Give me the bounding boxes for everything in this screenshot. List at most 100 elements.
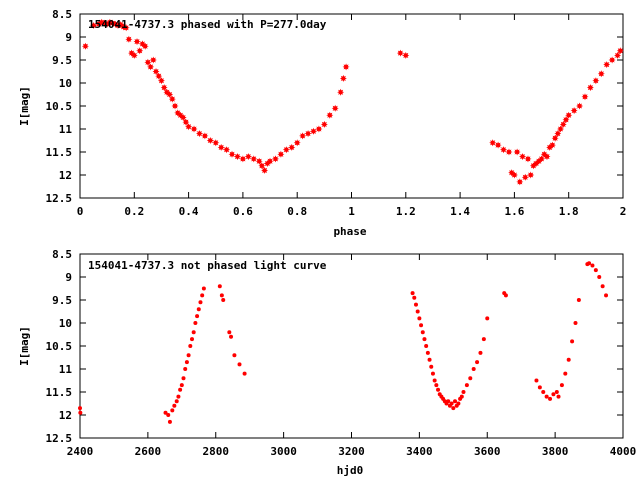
data-point: [196, 130, 203, 138]
y-tick-label: 11: [59, 363, 73, 376]
data-point: [557, 125, 565, 133]
data-point: [250, 155, 258, 163]
data-point: [565, 111, 573, 119]
data-point: [168, 95, 176, 103]
data-points: [81, 18, 624, 186]
data-point: [417, 316, 422, 321]
data-point: [221, 298, 226, 302]
data-point: [266, 157, 274, 165]
data-point: [331, 104, 339, 112]
data-point: [446, 399, 451, 404]
data-point: [122, 24, 130, 32]
data-point: [258, 162, 266, 170]
data-point: [510, 171, 518, 179]
x-tick-label: 2800: [203, 445, 230, 458]
data-point: [201, 132, 209, 140]
data-point: [304, 130, 312, 138]
plot-frame: [79, 253, 624, 439]
y-tick-label: 12: [59, 409, 72, 422]
data-point: [147, 63, 155, 71]
data-point: [608, 56, 616, 64]
data-point: [212, 139, 220, 147]
y-axis-label: I[mag]: [18, 86, 31, 126]
data-point: [310, 127, 317, 135]
data-point: [167, 419, 172, 424]
x-tick-label: 3600: [474, 445, 501, 458]
data-point: [78, 410, 83, 415]
data-point: [449, 401, 454, 406]
y-tick-label: 12.5: [46, 192, 73, 205]
x-tick-label: 1: [348, 205, 355, 218]
data-point: [419, 323, 424, 328]
data-point: [166, 413, 171, 417]
data-point: [519, 153, 526, 161]
data-point: [456, 401, 461, 406]
data-point: [186, 353, 191, 358]
data-point: [415, 309, 420, 314]
data-point: [239, 155, 247, 163]
x-tick-label: 0: [77, 205, 84, 218]
data-point: [78, 406, 82, 411]
data-point: [570, 339, 575, 344]
data-point: [277, 150, 285, 158]
data-point: [424, 344, 429, 348]
x-tick-label: 0.2: [124, 205, 144, 218]
data-point: [556, 394, 561, 399]
chart-title: 154041-4737.3 not phased light curve: [88, 259, 327, 272]
data-point: [191, 330, 196, 335]
data-point: [554, 390, 559, 394]
x-tick-label: 1.6: [504, 205, 524, 218]
y-axis: 8.5 9 9.5 10 10.5 11 11.5 12 12.5: [46, 8, 623, 205]
data-point: [464, 383, 469, 388]
data-point: [190, 125, 198, 133]
y-axis-label: I[mag]: [18, 326, 31, 366]
data-point: [434, 383, 439, 388]
data-point: [200, 293, 205, 298]
data-point: [184, 360, 189, 365]
data-point: [559, 383, 564, 388]
data-point: [193, 321, 198, 325]
data-point: [237, 362, 242, 367]
y-tick-label: 10: [59, 317, 72, 330]
data-point: [548, 396, 553, 401]
data-point: [160, 84, 168, 92]
unphased-light-curve-panel: 8.5 9 9.5 10 10.5 11 11.5 12 12.5 2400 2600 2800 30…: [18, 248, 636, 477]
data-point: [195, 314, 200, 319]
data-point: [196, 307, 201, 312]
x-tick-label: 0.6: [233, 205, 253, 218]
data-point: [228, 150, 236, 158]
data-point: [412, 295, 417, 300]
x-tick-label: 3800: [542, 445, 569, 458]
x-tick-label: 1.8: [559, 205, 579, 218]
data-point: [181, 376, 186, 381]
data-point: [468, 376, 473, 381]
data-point: [500, 146, 507, 154]
data-point: [453, 399, 458, 404]
data-point: [136, 47, 144, 55]
data-point: [244, 153, 252, 161]
y-tick-label: 8.5: [52, 8, 72, 21]
data-point: [141, 42, 149, 50]
data-point: [616, 47, 624, 55]
data-point: [593, 268, 598, 273]
data-point: [603, 61, 611, 69]
data-point: [516, 178, 524, 186]
data-point: [471, 367, 476, 371]
data-point: [554, 130, 562, 138]
data-point: [548, 141, 556, 149]
data-point: [451, 406, 456, 411]
data-point: [174, 399, 179, 404]
data-point: [503, 293, 508, 298]
y-tick-label: 10: [59, 77, 72, 90]
data-point: [402, 51, 410, 59]
data-point: [299, 132, 307, 140]
data-point: [242, 371, 247, 376]
data-point: [604, 293, 609, 298]
data-point: [534, 378, 539, 383]
data-point: [182, 118, 190, 126]
x-tick-label: 1.2: [396, 205, 416, 218]
data-point: [566, 357, 571, 362]
data-point: [255, 157, 263, 165]
data-point: [538, 155, 545, 163]
data-point: [587, 261, 592, 266]
